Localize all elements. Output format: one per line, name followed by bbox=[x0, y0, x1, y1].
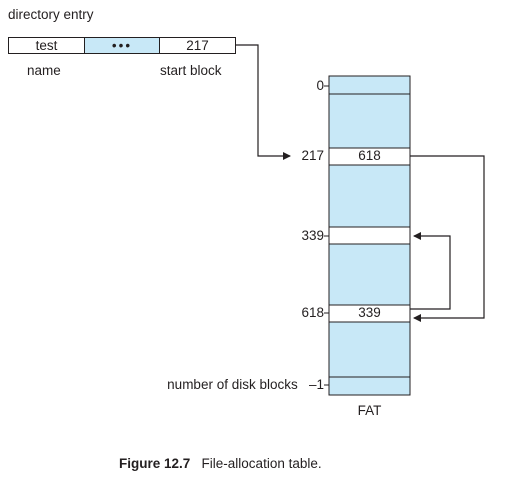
fat-entry-217: 618 bbox=[358, 148, 381, 163]
fat-index-339: 339 bbox=[301, 228, 324, 243]
start-block-arrow bbox=[236, 44, 291, 160]
directory-entry-title: directory entry bbox=[8, 7, 94, 22]
fat-row-339 bbox=[328, 226, 411, 245]
fat-index-last: number of disk blocks –1 bbox=[167, 377, 324, 392]
fat-label: FAT bbox=[357, 403, 382, 418]
fat-index-618: 618 bbox=[301, 305, 324, 320]
dir-start-cell: 217 bbox=[159, 37, 236, 54]
dir-name-cell: test bbox=[8, 37, 85, 54]
figure-caption: Figure 12.7 File-allocation table. bbox=[119, 456, 322, 471]
figure-number: Figure 12.7 bbox=[119, 456, 191, 471]
dir-ellipsis-cell: ••• bbox=[84, 37, 160, 54]
fat-index-217: 217 bbox=[301, 148, 324, 163]
link-217-to-618 bbox=[410, 155, 485, 322]
figure-caption-text: File-allocation table. bbox=[201, 456, 322, 471]
name-label: name bbox=[27, 63, 61, 78]
fat-index-0: 0 bbox=[316, 78, 324, 93]
fat-entry-618: 339 bbox=[358, 305, 381, 320]
link-618-to-339 bbox=[410, 232, 451, 310]
start-block-label: start block bbox=[160, 63, 222, 78]
